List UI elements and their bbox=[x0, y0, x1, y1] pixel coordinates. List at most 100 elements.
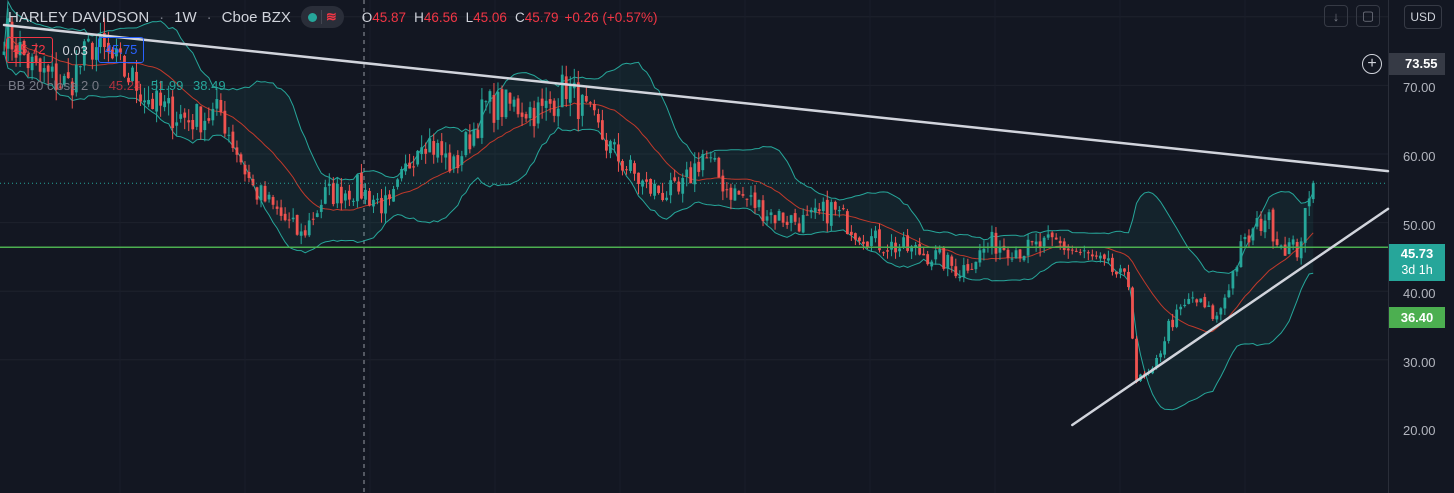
candle-body bbox=[492, 95, 496, 123]
add-alert-icon[interactable]: + bbox=[1362, 54, 1382, 74]
candle bbox=[805, 205, 809, 216]
candle-body bbox=[231, 131, 235, 149]
open-label: O bbox=[361, 9, 373, 25]
sell-price-button[interactable]: 45.72 bbox=[6, 37, 53, 63]
indicator-legend[interactable]: BB 20 close 2 0 45.24 51.99 38.49 bbox=[8, 78, 226, 93]
candle-body bbox=[910, 246, 914, 252]
candle bbox=[1243, 233, 1247, 247]
candle bbox=[319, 199, 323, 219]
candle-body bbox=[793, 213, 797, 222]
candle-body bbox=[143, 100, 146, 103]
candle bbox=[484, 100, 488, 111]
candle bbox=[1006, 246, 1010, 266]
currency-button[interactable]: USD bbox=[1404, 5, 1442, 29]
candle-body bbox=[605, 139, 608, 151]
last-price-value: 45.73 bbox=[1400, 246, 1434, 261]
candle-body bbox=[532, 107, 536, 127]
candle bbox=[665, 191, 669, 202]
candle-body bbox=[107, 42, 110, 53]
candle-body bbox=[151, 98, 154, 109]
symbol-name[interactable]: HARLEY DAVIDSON bbox=[8, 8, 150, 26]
candle bbox=[890, 234, 893, 257]
candle-body bbox=[1195, 299, 1199, 303]
candle-body bbox=[115, 48, 118, 57]
candle bbox=[617, 133, 620, 172]
candle bbox=[512, 96, 516, 112]
candle bbox=[556, 98, 560, 127]
candle bbox=[215, 88, 219, 116]
candle-body bbox=[364, 189, 367, 200]
candle bbox=[6, 8, 10, 62]
candle bbox=[74, 50, 78, 97]
candle-body bbox=[866, 241, 869, 248]
candle-body bbox=[26, 53, 30, 69]
candle-body bbox=[1239, 241, 1243, 267]
candle bbox=[1227, 284, 1231, 299]
close-label: C bbox=[514, 9, 525, 25]
candle-body bbox=[2, 51, 6, 55]
fullscreen-icon[interactable]: ▢ bbox=[1356, 5, 1380, 27]
candle bbox=[781, 212, 785, 227]
candle bbox=[255, 186, 259, 205]
candle-body bbox=[215, 99, 219, 109]
candle bbox=[733, 184, 737, 201]
candle bbox=[127, 72, 130, 86]
candle bbox=[295, 214, 299, 236]
candle bbox=[195, 103, 199, 131]
candle bbox=[183, 108, 187, 130]
candle bbox=[287, 212, 291, 229]
candle-body bbox=[1251, 228, 1255, 241]
candle-body bbox=[327, 184, 331, 186]
candle-body bbox=[629, 159, 632, 171]
chart-drawings bbox=[0, 23, 1390, 427]
candle bbox=[633, 160, 636, 181]
candle bbox=[934, 245, 938, 265]
candle-body bbox=[420, 147, 424, 155]
candle-body bbox=[347, 190, 351, 200]
candle-body bbox=[103, 33, 106, 48]
interval-label[interactable]: 1W bbox=[174, 8, 197, 26]
candle bbox=[536, 96, 540, 129]
candle-body bbox=[1086, 252, 1090, 254]
bb-lower-value: 38.49 bbox=[193, 78, 226, 93]
candle-body bbox=[339, 186, 343, 204]
candle bbox=[131, 65, 134, 82]
candle bbox=[1123, 268, 1126, 276]
candle bbox=[1131, 286, 1134, 340]
candle-body bbox=[1227, 290, 1231, 298]
candle bbox=[78, 65, 82, 75]
candle-body bbox=[536, 102, 540, 124]
candle bbox=[926, 250, 930, 266]
candle bbox=[335, 177, 339, 209]
candle bbox=[797, 217, 801, 233]
candle-body bbox=[613, 142, 616, 145]
open-value: 45.87 bbox=[372, 9, 407, 25]
candle bbox=[199, 106, 203, 140]
candle bbox=[303, 225, 307, 238]
candle bbox=[420, 135, 424, 160]
download-icon[interactable]: ↓ bbox=[1324, 5, 1348, 27]
candle bbox=[1255, 211, 1259, 230]
candle-body bbox=[1135, 338, 1138, 383]
candle-body bbox=[376, 198, 379, 200]
market-status-badge[interactable]: ≋ bbox=[300, 6, 344, 28]
candle bbox=[837, 206, 841, 218]
candle bbox=[1199, 298, 1203, 304]
buy-price-button[interactable]: 45.75 bbox=[97, 37, 145, 63]
candle bbox=[70, 77, 74, 109]
candle bbox=[942, 245, 946, 271]
candle-body bbox=[600, 120, 604, 140]
bb-lower-line bbox=[3, 51, 1314, 411]
candle bbox=[339, 177, 343, 211]
candle-body bbox=[637, 172, 640, 184]
axis-tick-label: 40.00 bbox=[1403, 286, 1436, 301]
candle bbox=[239, 152, 243, 165]
candle-body bbox=[966, 264, 970, 271]
candle-body bbox=[1111, 257, 1114, 272]
candle bbox=[191, 113, 195, 140]
candle bbox=[962, 257, 966, 283]
candle bbox=[657, 185, 661, 195]
axis-tick-label: 20.00 bbox=[1403, 423, 1436, 438]
candle-body bbox=[404, 163, 407, 172]
